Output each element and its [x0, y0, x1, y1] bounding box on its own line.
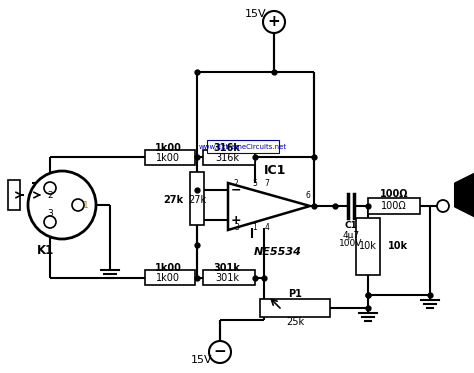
Text: 1: 1: [83, 201, 89, 210]
Text: 100V: 100V: [339, 238, 363, 248]
Text: 15V: 15V: [191, 355, 213, 365]
Text: 27k: 27k: [188, 195, 206, 205]
Bar: [8, 180, 20, 210]
Text: +: +: [268, 15, 281, 29]
Text: 3: 3: [234, 223, 239, 232]
Bar: [145, 270, 195, 285]
Text: 1: 1: [253, 223, 257, 232]
Text: 2: 2: [234, 179, 239, 188]
Text: 1k00: 1k00: [155, 143, 182, 153]
Text: 10k: 10k: [359, 241, 377, 251]
Bar: [145, 150, 195, 165]
Text: 301k: 301k: [214, 263, 240, 273]
Circle shape: [263, 11, 285, 33]
Text: 3: 3: [47, 210, 53, 219]
Bar: [260, 299, 330, 317]
Text: P1: P1: [288, 289, 302, 299]
Text: −: −: [214, 345, 227, 360]
Circle shape: [72, 199, 84, 211]
Bar: [203, 270, 255, 285]
Circle shape: [44, 182, 56, 194]
Text: 316k: 316k: [214, 143, 240, 153]
Circle shape: [44, 216, 56, 228]
Text: NE5534: NE5534: [254, 247, 302, 257]
Text: 1k00: 1k00: [155, 263, 182, 273]
Text: 4μ7: 4μ7: [342, 231, 360, 239]
Circle shape: [437, 200, 449, 212]
Text: 4: 4: [264, 223, 269, 232]
Text: +: +: [231, 213, 241, 226]
Polygon shape: [455, 173, 474, 217]
Bar: [356, 218, 380, 275]
Text: IC1: IC1: [264, 163, 286, 176]
Text: 301k: 301k: [215, 273, 239, 283]
Text: C1: C1: [345, 222, 357, 231]
Text: 316k: 316k: [215, 153, 239, 163]
Text: www.ExtremeCircuits.net: www.ExtremeCircuits.net: [199, 144, 287, 150]
Bar: [368, 198, 420, 214]
Text: −: −: [231, 184, 241, 197]
Bar: [190, 172, 204, 225]
FancyBboxPatch shape: [207, 140, 279, 153]
Text: 100Ω: 100Ω: [381, 201, 407, 211]
Bar: [203, 150, 255, 165]
Text: 7: 7: [264, 179, 269, 188]
Text: 100Ω: 100Ω: [380, 189, 408, 199]
Circle shape: [209, 341, 231, 363]
Text: 25k: 25k: [286, 317, 304, 327]
Text: 5: 5: [253, 179, 257, 188]
Circle shape: [28, 171, 96, 239]
Polygon shape: [228, 183, 310, 230]
Text: 1k00: 1k00: [156, 273, 180, 283]
Text: 27k: 27k: [163, 195, 183, 205]
Text: 15V: 15V: [245, 9, 267, 19]
Text: 2: 2: [47, 191, 53, 201]
Text: 6: 6: [306, 191, 311, 201]
Text: 10k: 10k: [388, 241, 408, 251]
Text: 1k00: 1k00: [156, 153, 180, 163]
Text: K1: K1: [37, 244, 55, 257]
